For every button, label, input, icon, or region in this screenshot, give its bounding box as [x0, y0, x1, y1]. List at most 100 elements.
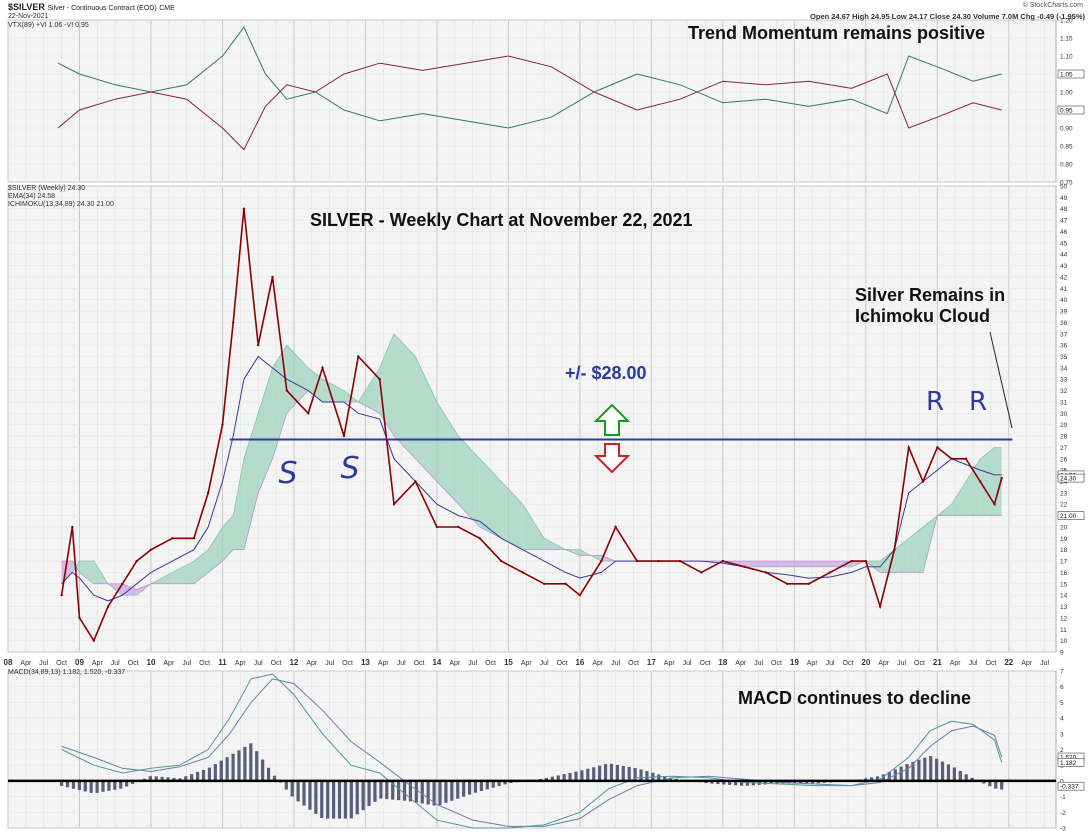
macd-histogram-bar [544, 777, 549, 781]
x-tick-label: Oct [914, 660, 925, 667]
macd-histogram-bar [734, 780, 738, 786]
x-tick-label: 13 [361, 658, 370, 667]
ichimoku-cloud-segment [458, 436, 480, 527]
macd-histogram-bar [113, 780, 117, 790]
x-tick-label: 19 [790, 658, 799, 667]
macd-histogram-bar [574, 771, 578, 781]
x-tick-label: Jul [1040, 660, 1049, 667]
price-point [121, 582, 124, 586]
price-point [392, 503, 396, 506]
y-tick-label: 18 [1060, 547, 1068, 554]
x-tick-label: Apr [378, 660, 390, 667]
y-tick-label: 32 [1060, 388, 1068, 395]
macd-histogram-bar [562, 774, 566, 781]
chart-symbol: $SILVER Silver - Continuous Contract (EO… [8, 2, 175, 12]
panel-frame-0 [7, 19, 1057, 183]
macd-histogram-bar [397, 780, 401, 801]
x-tick-label: 21 [933, 658, 942, 667]
macd-histogram-bar [355, 780, 359, 815]
macd-histogram-bar [905, 764, 909, 781]
macd-histogram-bar [994, 780, 998, 789]
macd-histogram-bar [787, 780, 791, 784]
x-tick-label: Jul [826, 660, 835, 667]
price-point [478, 537, 482, 540]
macd-histogram-bar [154, 776, 158, 781]
x-tick-label: Jul [182, 660, 191, 667]
price-point [221, 423, 224, 426]
y-tick-label: 28 [1060, 434, 1068, 441]
price-point [635, 559, 639, 563]
macd-histogram-bar [603, 764, 608, 781]
x-tick-label: Apr [20, 660, 32, 667]
ichimoku-cloud-segment [808, 561, 831, 567]
macd-histogram-bar [716, 780, 720, 785]
price-legend-ichimoku: ICHIMOKU(13,34,89) 24.30 21.00 [8, 201, 114, 208]
macd-histogram-bar [923, 757, 927, 781]
price-point [678, 559, 682, 563]
macd-histogram-bar [663, 776, 667, 781]
x-tick-label: Oct [128, 660, 139, 667]
macd-histogram-bar [231, 753, 235, 781]
last-value-box [1057, 69, 1085, 79]
price-point [893, 548, 896, 551]
macd-legend: MACD(34,89,13) 1.182, 1.520, -0.337 [8, 669, 126, 676]
y-tick-label: 14 [1060, 593, 1068, 600]
price-point [743, 565, 746, 568]
y-tick-label: 26 [1060, 456, 1068, 463]
price-point [921, 480, 925, 483]
y-tick-label: 36 [1060, 343, 1068, 350]
price-point [307, 412, 310, 415]
macd-histogram-bar [130, 780, 135, 784]
macd-histogram-bar [982, 780, 986, 784]
y-tick-label: 43 [1060, 263, 1068, 270]
price-point [285, 389, 288, 392]
ichimoku-cloud-segment [479, 458, 502, 539]
macd-histogram-bar [195, 772, 200, 781]
trend-momentum-annotation: Trend Momentum remains positive [688, 23, 986, 43]
price-point [106, 605, 110, 608]
macd-histogram-bar [964, 774, 968, 781]
x-tick-label: 08 [4, 658, 13, 667]
cloud-note-pointer [989, 331, 1013, 429]
macd-histogram-bar [869, 777, 874, 781]
last-value-label: 1.182 [1060, 760, 1077, 767]
last-value-label: 1.520 [1060, 755, 1077, 762]
price-point [135, 559, 138, 563]
price-point [149, 548, 153, 551]
macd-histogram-bar [337, 780, 342, 819]
y-tick-label: 15 [1060, 581, 1068, 588]
ichimoku-cloud-segment [358, 367, 380, 414]
support-mark: S [278, 456, 297, 491]
price-point [71, 525, 74, 529]
macd-histogram-bar [119, 780, 123, 789]
macd-histogram-bar [444, 780, 448, 803]
macd-histogram-bar [95, 780, 99, 793]
ichimoku-cloud-segment [765, 561, 788, 567]
last-value-label: 21.00 [1060, 513, 1077, 520]
price-point [907, 446, 910, 449]
up-arrow-icon [593, 403, 631, 436]
macd-histogram-bar [60, 780, 64, 786]
x-tick-label: Jul [39, 660, 48, 667]
x-tick-label: 14 [432, 658, 441, 667]
x-tick-label: Jul [897, 660, 906, 667]
price-legend-ema: EMA(34) 24.58 [8, 193, 56, 200]
y-tick-label: 19 [1060, 536, 1068, 543]
x-tick-label: 11 [218, 658, 227, 667]
macd-histogram-bar [586, 768, 590, 781]
ichimoku-cloud-segment [744, 561, 766, 567]
macd-histogram-bar [799, 780, 803, 784]
macd-histogram-bar [940, 761, 945, 781]
vortex-legend: VTX(89) +VI 1.06 -VI 0.95 [8, 22, 89, 29]
y-tick-label: 17 [1060, 559, 1068, 566]
ichimoku-cloud-segment [894, 538, 909, 573]
macd-histogram-bar [952, 767, 956, 781]
down-arrow-icon [593, 443, 631, 474]
price-point [242, 207, 246, 210]
macd-histogram-bar [331, 780, 336, 819]
macd-histogram-bar [633, 767, 637, 781]
price-point [357, 355, 360, 358]
macd-histogram-bar [657, 774, 661, 781]
macd-histogram-bar [810, 780, 815, 784]
ichimoku-cloud-segment [787, 561, 809, 567]
